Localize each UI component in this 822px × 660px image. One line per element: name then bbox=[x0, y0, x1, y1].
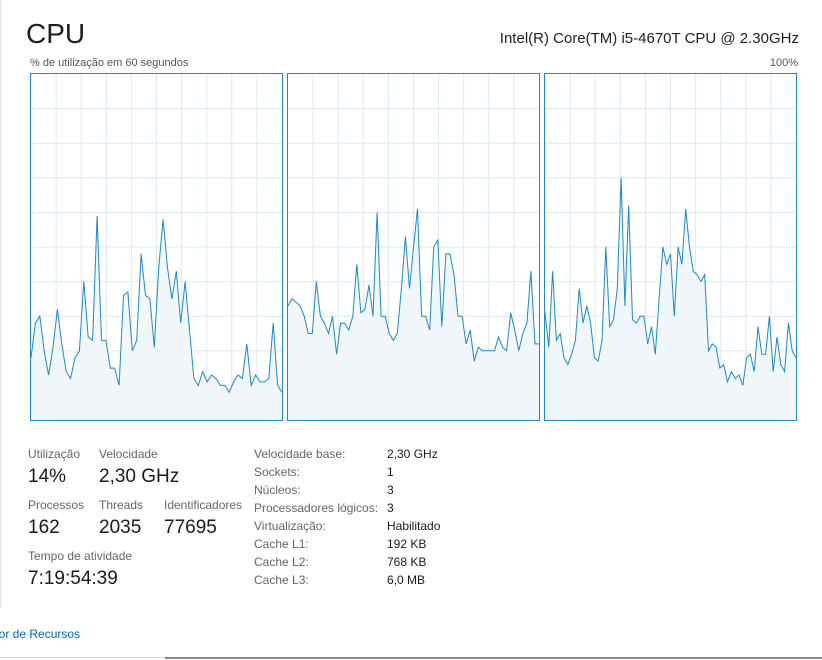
graph-border bbox=[287, 73, 540, 421]
processes-label: Processos bbox=[28, 498, 85, 512]
cpu-usage-line bbox=[544, 177, 797, 386]
cpu-model-name: Intel(R) Core(TM) i5-4670T CPU @ 2.30GHz bbox=[499, 30, 799, 47]
base-speed-label: Velocidade base: bbox=[254, 447, 346, 461]
page-title: CPU bbox=[26, 18, 86, 49]
cpu-graph-core-0-svg bbox=[30, 73, 283, 421]
cpu-graph-core-1-svg bbox=[287, 73, 540, 421]
cpu-graphs bbox=[30, 73, 798, 421]
cache-l3-label: Cache L3: bbox=[254, 573, 309, 587]
logical-processors-label: Processadores lógicos: bbox=[254, 501, 379, 515]
sockets-value: 1 bbox=[387, 465, 394, 479]
cpu-graph-core-2[interactable] bbox=[544, 73, 797, 421]
cpu-graph-core-2-svg bbox=[544, 73, 797, 421]
utilization-value: 14% bbox=[28, 466, 67, 487]
cache-l1-value: 192 KB bbox=[387, 537, 427, 551]
cpu-usage-area bbox=[31, 215, 282, 420]
resource-monitor-link[interactable]: nitor de Recursos bbox=[0, 627, 81, 641]
cache-l2-label: Cache L2: bbox=[254, 555, 309, 569]
virtualization-label: Virtualização: bbox=[254, 519, 326, 533]
logical-processors-value: 3 bbox=[387, 501, 394, 515]
graph-border bbox=[30, 73, 283, 421]
threads-value: 2035 bbox=[99, 517, 142, 538]
max-percent-label: 100% bbox=[769, 57, 798, 69]
graph-border bbox=[544, 73, 797, 421]
window-left-edge bbox=[0, 0, 1, 608]
bottom-divider-dark bbox=[165, 657, 822, 659]
cores-label: Núcleos: bbox=[254, 483, 301, 497]
base-speed-value: 2,30 GHz bbox=[387, 447, 438, 461]
utilization-label: Utilização bbox=[28, 447, 81, 461]
uptime-value: 7:19:54:39 bbox=[28, 568, 118, 589]
utilization-axis-label: % de utilização em 60 segundos bbox=[30, 57, 189, 69]
cache-l3-value: 6,0 MB bbox=[387, 573, 426, 587]
processes-value: 162 bbox=[28, 517, 60, 538]
sockets-label: Sockets: bbox=[254, 465, 301, 479]
speed-label: Velocidade bbox=[99, 447, 158, 461]
cpu-usage-area bbox=[288, 208, 539, 420]
cache-l1-label: Cache L1: bbox=[254, 537, 309, 551]
cpu-usage-line bbox=[30, 215, 283, 394]
handles-label: Identificadores bbox=[164, 498, 243, 512]
virtualization-value: Habilitado bbox=[387, 519, 441, 533]
cpu-graph-core-1[interactable] bbox=[287, 73, 540, 421]
cache-l2-value: 768 KB bbox=[387, 555, 427, 569]
uptime-label: Tempo de atividade bbox=[28, 549, 133, 563]
cpu-usage-line bbox=[287, 208, 539, 362]
cpu-graph-core-0[interactable] bbox=[30, 73, 283, 421]
threads-label: Threads bbox=[99, 498, 144, 512]
cpu-usage-area bbox=[545, 177, 796, 420]
cores-value: 3 bbox=[387, 483, 394, 497]
handles-value: 77695 bbox=[164, 517, 217, 538]
speed-value: 2,30 GHz bbox=[99, 466, 180, 487]
